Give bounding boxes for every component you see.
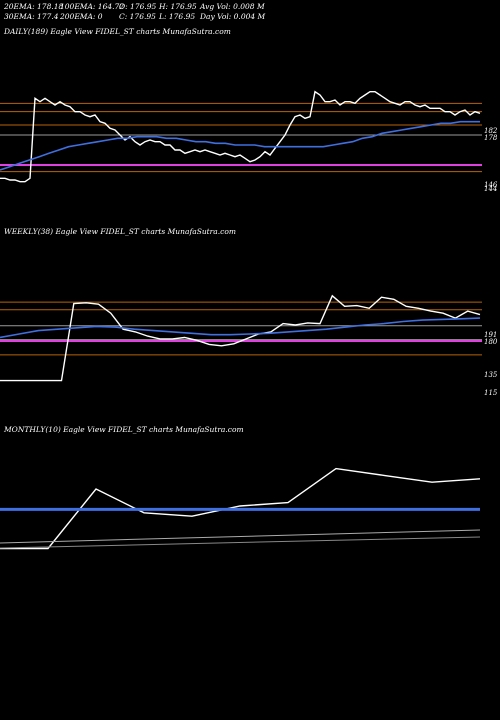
level-label-2: 135 (484, 371, 498, 379)
close-readout: C: 176.95 (119, 12, 156, 21)
series-price (0, 90, 481, 183)
series-ema_fast (0, 120, 480, 171)
avg-vol-readout: Avg Vol: 0.008 M (200, 2, 265, 11)
level-label-3: 144 (484, 185, 497, 193)
series-price (0, 294, 481, 382)
monthly-panel-title: MONTHLY(10) Eagle View FIDEL_ST charts M… (4, 425, 244, 434)
ema30-readout: 30EMA: 177.4 (4, 12, 59, 21)
open-readout: O: 176.95 (119, 2, 157, 11)
trend-line-1 (0, 536, 481, 549)
level-label-2: 146 (484, 181, 498, 189)
daily-panel-title: DAILY(189) Eagle View FIDEL_ST charts Mu… (4, 27, 231, 36)
level-label-1: 178 (484, 134, 498, 142)
low-readout: L: 176.95 (159, 12, 196, 21)
high-readout: H: 176.95 (159, 2, 197, 11)
day-vol-readout: Day Vol: 0.004 M (200, 12, 266, 21)
ema20-readout: 20EMA: 178.18 (4, 2, 64, 11)
monthly-chart (0, 467, 481, 550)
level-label-1: 180 (484, 338, 498, 346)
weekly-panel-title: WEEKLY(38) Eagle View FIDEL_ST charts Mu… (4, 227, 236, 236)
series-ema_fast (0, 317, 481, 339)
level-label-3: 115 (484, 389, 498, 397)
ema200-readout: 200EMA: 0 (60, 12, 103, 21)
level-label-0: 182 (484, 127, 498, 135)
trend-line-0 (0, 529, 481, 544)
ema100-readout: 100EMA: 164.72 (60, 2, 125, 11)
level-label-0: 191 (484, 331, 497, 339)
